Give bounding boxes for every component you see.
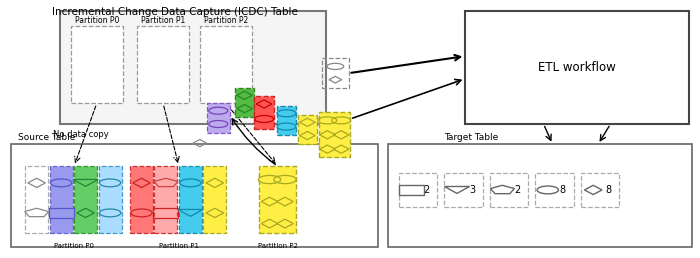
Bar bbox=[199, 26, 252, 103]
Bar bbox=[298, 115, 317, 144]
Polygon shape bbox=[206, 178, 223, 188]
Circle shape bbox=[209, 107, 228, 114]
Bar bbox=[178, 166, 202, 233]
Text: 2: 2 bbox=[424, 185, 430, 195]
Bar bbox=[153, 208, 178, 217]
Text: Partition P1: Partition P1 bbox=[159, 243, 199, 249]
Text: Partition P2: Partition P2 bbox=[204, 16, 248, 25]
Bar bbox=[137, 26, 189, 103]
Text: 3: 3 bbox=[469, 185, 475, 195]
Bar bbox=[399, 185, 424, 195]
Text: Incremental Change Data Capture (ICDC) Table: Incremental Change Data Capture (ICDC) T… bbox=[52, 7, 298, 17]
Circle shape bbox=[209, 120, 228, 127]
Bar bbox=[130, 166, 153, 233]
Bar bbox=[580, 173, 619, 207]
Bar bbox=[399, 173, 438, 207]
Circle shape bbox=[277, 110, 296, 117]
Text: Partition P0: Partition P0 bbox=[54, 243, 94, 249]
Bar bbox=[48, 208, 74, 217]
Bar bbox=[206, 103, 230, 133]
Bar bbox=[254, 96, 274, 129]
Bar bbox=[25, 166, 48, 233]
Text: 2: 2 bbox=[514, 185, 521, 195]
Bar bbox=[322, 58, 349, 88]
Bar bbox=[490, 173, 528, 207]
Bar bbox=[99, 166, 122, 233]
Bar bbox=[444, 173, 483, 207]
Bar bbox=[203, 166, 226, 233]
Text: Source Table: Source Table bbox=[18, 133, 76, 142]
Bar bbox=[11, 144, 378, 247]
Text: ETL workflow: ETL workflow bbox=[538, 61, 616, 74]
Polygon shape bbox=[73, 179, 98, 186]
Bar bbox=[60, 11, 326, 124]
Bar bbox=[234, 88, 254, 117]
Polygon shape bbox=[154, 178, 178, 187]
Circle shape bbox=[180, 179, 201, 187]
Bar bbox=[155, 166, 177, 233]
Bar bbox=[71, 26, 123, 103]
Bar bbox=[74, 166, 97, 233]
Text: Partition P2: Partition P2 bbox=[258, 243, 298, 249]
Circle shape bbox=[50, 179, 72, 187]
Text: 8: 8 bbox=[560, 185, 566, 195]
Text: Target Table: Target Table bbox=[444, 133, 498, 142]
Bar bbox=[318, 112, 350, 157]
Text: Partition P1: Partition P1 bbox=[141, 16, 186, 25]
Bar bbox=[466, 11, 689, 124]
Text: 8: 8 bbox=[605, 185, 611, 195]
Bar bbox=[535, 173, 573, 207]
Text: Partition P0: Partition P0 bbox=[75, 16, 119, 25]
Bar bbox=[389, 144, 692, 247]
Bar bbox=[259, 166, 296, 233]
Bar bbox=[50, 166, 73, 233]
Bar bbox=[276, 106, 296, 135]
Text: No data copy: No data copy bbox=[53, 130, 108, 139]
